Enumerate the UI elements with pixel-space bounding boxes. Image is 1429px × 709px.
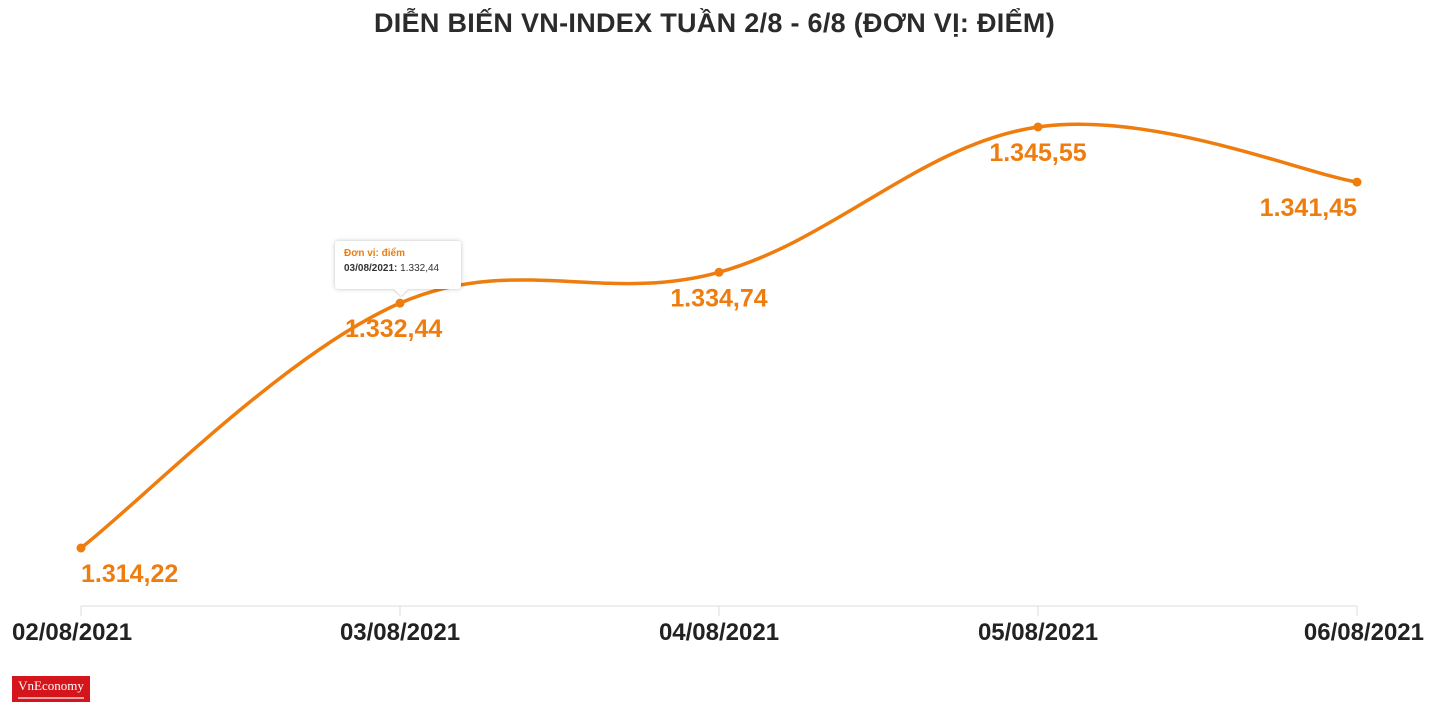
data-point[interactable] [714, 267, 724, 277]
data-labels: 1.314,22 1.332,44 1.334,74 1.345,55 1.341,45 [81, 139, 1357, 588]
x-tick-label: 02/08/2021 [12, 619, 132, 646]
x-tick-label: 04/08/2021 [659, 619, 779, 646]
logo-underline [18, 697, 84, 699]
x-tick-label: 05/08/2021 [978, 619, 1098, 646]
tooltip-arrow [394, 289, 408, 296]
chart-title: DIỄN BIẾN VN-INDEX TUẦN 2/8 - 6/8 (ĐƠN V… [373, 8, 1055, 38]
data-label: 1.345,55 [989, 139, 1086, 167]
tooltip-title: Đơn vị: điểm [344, 248, 406, 259]
tooltip-value: 1.332,44 [400, 263, 440, 274]
data-label: 1.341,45 [1260, 194, 1357, 222]
x-axis [80, 605, 1358, 616]
data-point[interactable] [395, 298, 405, 308]
data-point[interactable] [76, 543, 86, 553]
data-point[interactable] [1033, 122, 1043, 132]
tooltip-date: 03/08/2021: [344, 263, 398, 274]
series-line-vn-index [79, 122, 1359, 550]
data-points [76, 122, 1362, 553]
x-tick-labels: 02/08/2021 03/08/2021 04/08/2021 05/08/2021… [12, 619, 1424, 646]
x-tick-label: 03/08/2021 [340, 619, 460, 646]
data-point[interactable] [1352, 177, 1362, 187]
logo-text: VnEconomy [18, 678, 84, 693]
data-label: 1.332,44 [345, 315, 442, 343]
tooltip-row: 03/08/2021: 1.332,44 [344, 263, 452, 274]
tooltip: Đơn vị: điểm 03/08/2021: 1.332,44 [335, 241, 461, 296]
data-label: 1.334,74 [670, 284, 767, 312]
data-label: 1.314,22 [81, 560, 178, 588]
vneconomy-logo: VnEconomy [12, 676, 90, 702]
x-tick-label: 06/08/2021 [1304, 619, 1424, 646]
